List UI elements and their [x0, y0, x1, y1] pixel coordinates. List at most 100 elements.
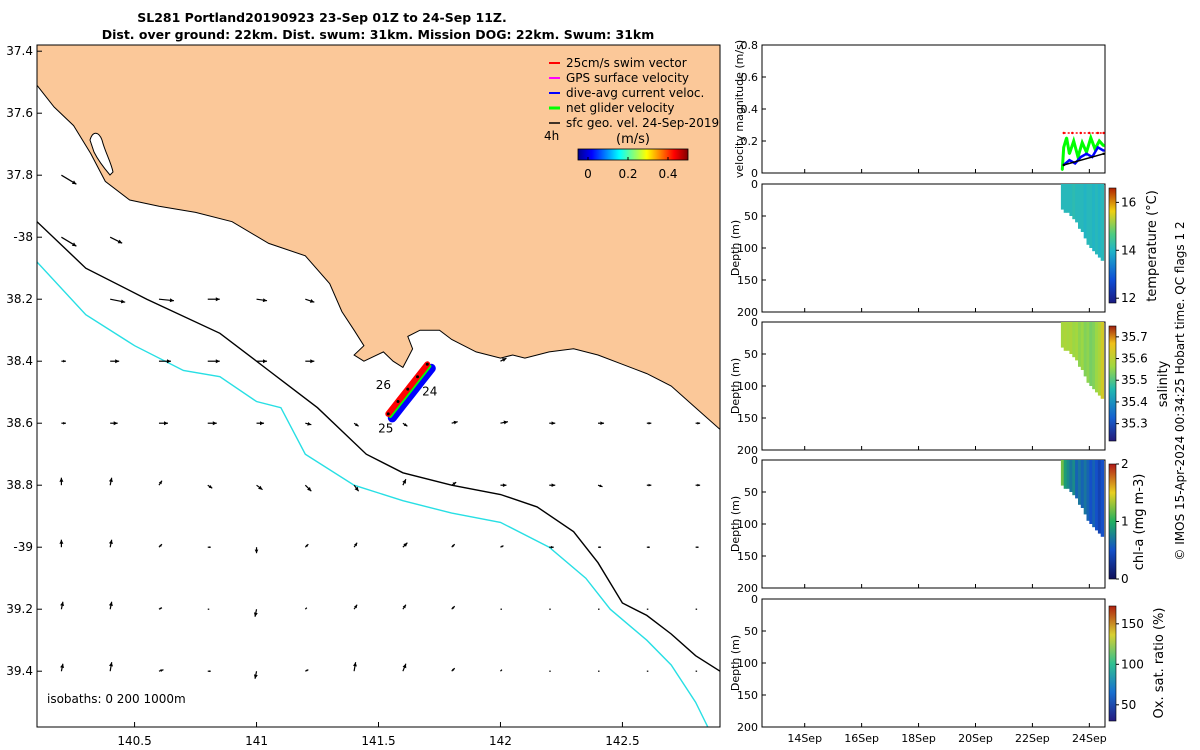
colorbar-tick-label: 150	[1121, 617, 1144, 631]
isobath-200m	[37, 221, 720, 672]
geo-vector-head	[115, 359, 120, 364]
colorbar-tick-label: 35.3	[1121, 417, 1148, 431]
depth-tick-label: 50	[744, 210, 758, 223]
depth-tick-label: 200	[737, 721, 758, 734]
geo-vector-head	[648, 483, 652, 487]
salinity-depth-label: Depth (m)	[729, 358, 742, 414]
geo-vector-head	[305, 607, 307, 610]
section-profile	[1075, 322, 1079, 361]
geo-vector-head	[551, 421, 556, 425]
geo-vector-head	[696, 546, 699, 549]
depth-tick-label: 200	[737, 582, 758, 595]
section-profile	[1095, 322, 1099, 393]
section-profile	[1095, 460, 1099, 531]
geo-vector-head	[169, 298, 174, 303]
day-label: 26	[376, 378, 391, 392]
velocity-series-net-point	[1061, 168, 1064, 171]
geo-vector-head	[307, 487, 312, 492]
geo-vector-head	[209, 546, 211, 549]
chla-section-cells	[1060, 460, 1105, 537]
geo-vector-head	[215, 297, 220, 302]
velocity-y-tick-label: 0.6	[741, 71, 759, 84]
legend-entry-dive-avg: dive-avg current veloc.	[549, 86, 704, 100]
section-profile	[1075, 184, 1079, 223]
salinity-colorbar-ticks: 35.3 35.4 35.5 35.6 35.7	[1116, 330, 1148, 431]
colorbar-tick-label: 0.4	[658, 167, 677, 181]
geo-vector-head	[502, 483, 507, 487]
section-profile	[1086, 322, 1090, 383]
geo-vector-head	[59, 539, 64, 544]
salinity-depth-axis: 0 50 100 150 200	[737, 316, 766, 457]
colorbar-tick-label: 35.5	[1121, 373, 1148, 387]
chla-depth-label: Depth (m)	[729, 496, 742, 552]
geo-vector-head	[310, 359, 315, 364]
map-y-tick-label: 39.4	[6, 664, 33, 678]
geo-vector-head	[212, 421, 217, 426]
geo-vector-head	[159, 607, 162, 610]
legend-entry-geo: sfc geo. vel. 24-Sep-2019	[549, 116, 719, 130]
chla-depth-axis: 0 50 100 150 200	[737, 454, 766, 595]
colorbar-tick-label: 100	[1121, 657, 1144, 671]
section-profile	[1069, 184, 1073, 216]
map-y-tick-label: 38.4	[6, 354, 33, 368]
velocity-series	[1060, 131, 1105, 171]
colorbar-tick-label: 35.4	[1121, 395, 1148, 409]
geo-vector-head	[63, 359, 66, 363]
geo-vector-head	[108, 539, 113, 544]
section-profile	[1100, 460, 1105, 537]
geo-vector-head	[354, 486, 359, 492]
velocity-series-net-point	[1065, 136, 1068, 139]
section-profile	[1060, 184, 1065, 210]
velocity-series-swim-point	[1088, 131, 1091, 135]
oxygen-colorbar-label: Ox. sat. ratio (%)	[1152, 608, 1167, 719]
oxygen-depth-label: Depth (m)	[729, 635, 742, 691]
figure-title-line1: SL281 Portland20190923 23-Sep 01Z to 24-…	[137, 10, 506, 25]
geo-vector-head	[598, 670, 600, 672]
geo-vector-head	[452, 482, 457, 486]
colorbar-title: (m/s)	[616, 132, 650, 147]
geo-vector-head	[452, 606, 455, 609]
velocity-panel: 0 0.2 0.4 0.6 0.8 velocity magnitude (m/s)	[733, 39, 1106, 180]
map-y-tick-label: -38	[13, 230, 33, 244]
depth-tick-label: 100	[737, 380, 758, 393]
velocity-series-dive-avg-point	[1073, 162, 1077, 165]
section-profile	[1097, 460, 1102, 534]
depth-tick-label: 0	[751, 593, 758, 606]
section-profile	[1089, 322, 1093, 386]
geo-vector-head	[551, 545, 554, 549]
map-y-tick-label: 39.2	[6, 602, 33, 616]
geo-vector-head	[697, 421, 701, 425]
depth-tick-label: 50	[744, 486, 758, 499]
geo-vector-head	[403, 423, 408, 427]
temperature-section-cells	[1060, 184, 1105, 261]
section-profile	[1089, 184, 1093, 248]
velocity-series-dive-avg-point	[1096, 146, 1100, 149]
geo-vector-head	[648, 421, 652, 425]
velocity-y-tick-label: 0.2	[741, 135, 759, 148]
velocity-series-swim-point	[1062, 131, 1065, 135]
day-labels: 24 26 25	[376, 378, 438, 435]
section-profile	[1063, 460, 1068, 489]
geo-vector-head	[262, 298, 267, 303]
velocity-series-dive-avg-point	[1085, 152, 1088, 155]
legend-label-geo: sfc geo. vel. 24-Sep-2019	[566, 116, 719, 130]
velocity-series-dive-avg-point	[1079, 155, 1083, 159]
map-x-tick-label: 141.5	[361, 734, 395, 748]
map-y-tick-label: 37.6	[6, 106, 33, 120]
geo-vector-head	[108, 477, 113, 482]
legend-label-swim: 25cm/s swim vector	[566, 56, 687, 70]
map-legend: 25cm/s swim vector GPS surface velocity …	[544, 56, 719, 181]
isobath-1000m	[37, 261, 709, 727]
geo-vector-head	[160, 669, 164, 672]
salinity-section-cells	[1060, 322, 1105, 399]
section-profile	[1097, 322, 1102, 396]
map-x-tick-label: 140.5	[117, 734, 151, 748]
geo-vector-head	[402, 604, 406, 609]
colorbar-tick-label: 1	[1121, 515, 1129, 529]
oxygen-colorbar	[1108, 605, 1117, 722]
chla-colorbar	[1108, 463, 1117, 580]
geo-vector-head	[59, 477, 64, 482]
colorbar-tick-label: 16	[1121, 195, 1136, 209]
map-x-tick-label: 142.5	[605, 734, 639, 748]
